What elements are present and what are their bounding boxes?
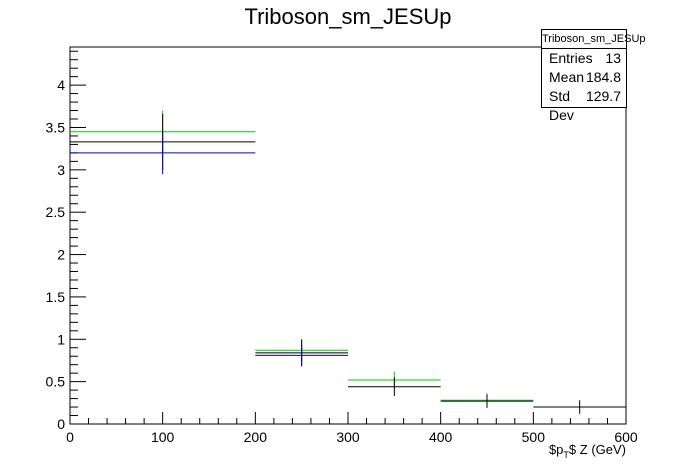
- stats-box: Triboson_sm_JESUp Entries 13 Mean 184.8 St…: [541, 29, 646, 123]
- stats-value: 129.7: [585, 88, 621, 104]
- y-tick-label: 4: [57, 77, 65, 93]
- stats-value: 13: [605, 50, 621, 66]
- y-tick-label: 2.5: [46, 204, 66, 220]
- y-tick-label: 1.5: [46, 289, 66, 305]
- stats-row-mean: Mean 184.8: [542, 68, 626, 87]
- stats-row-stddev: Std Dev 129.7: [542, 87, 626, 125]
- y-tick-label: 0: [57, 416, 65, 432]
- x-tick-label: 300: [336, 429, 360, 445]
- x-tick-label: 200: [244, 429, 268, 445]
- chart-title: Triboson_sm_JESUp: [244, 4, 451, 29]
- y-tick-label: 3.5: [46, 119, 66, 135]
- y-tick-label: 1: [57, 331, 65, 347]
- data-series: [70, 110, 626, 414]
- stats-row-entries: Entries 13: [542, 49, 626, 68]
- x-tick-label: 0: [66, 429, 74, 445]
- stats-label: Entries: [549, 50, 593, 66]
- x-axis-label: $pT$ Z (GeV): [549, 442, 626, 460]
- y-tick-label: 3: [57, 162, 65, 178]
- stats-value: 184.8: [585, 69, 621, 85]
- stats-label: Mean: [549, 69, 585, 85]
- x-tick-label: 100: [151, 429, 175, 445]
- y-tick-label: 0.5: [46, 374, 66, 390]
- stats-box-title: Triboson_sm_JESUp: [542, 30, 646, 49]
- x-tick-label: 500: [522, 429, 546, 445]
- stats-label: Std Dev: [549, 88, 574, 123]
- axes: 0 100 200 300 400 500 600 0 0.5 1 1.5 2 2.5 3 3.5 4: [46, 50, 638, 445]
- y-tick-label: 2: [57, 247, 65, 263]
- x-tick-label: 400: [429, 429, 453, 445]
- x-tick-label: 600: [614, 429, 638, 445]
